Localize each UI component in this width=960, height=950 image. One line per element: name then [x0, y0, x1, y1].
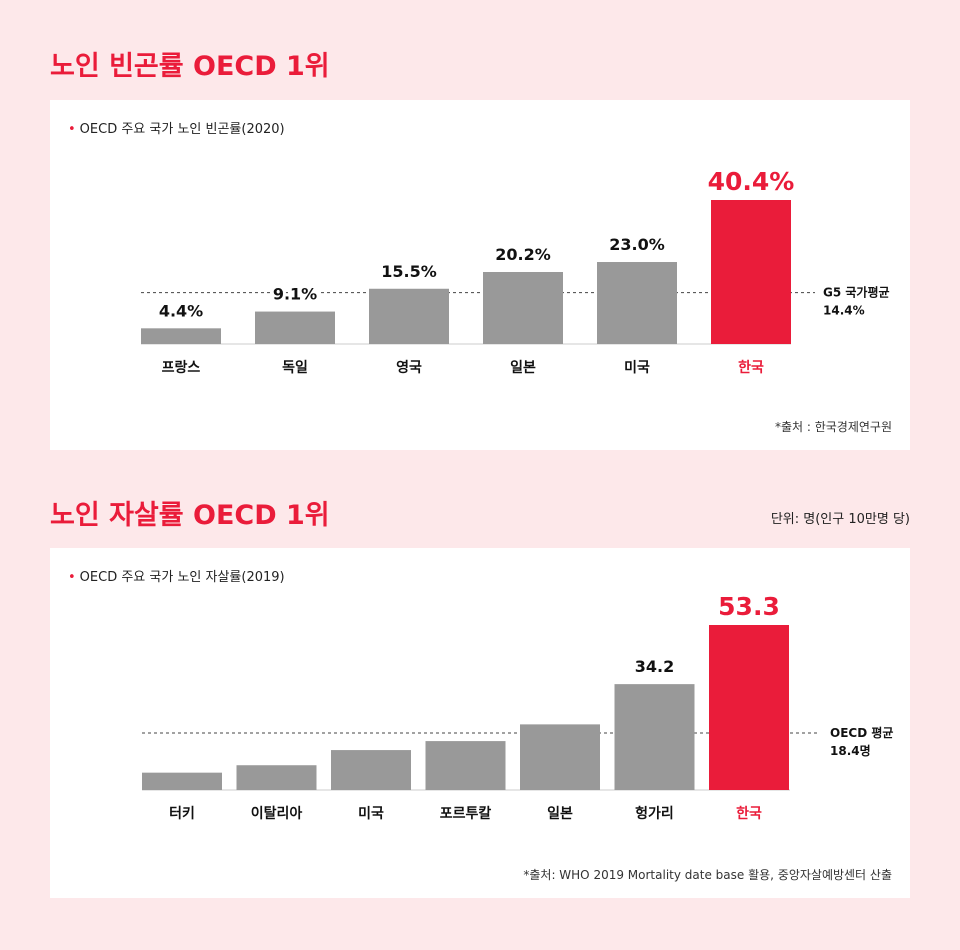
reference-value-label: 18.4명: [830, 744, 871, 758]
category-label: 터키: [169, 806, 195, 822]
suicide-bar-chart: 터키 이탈리아 미국 포르투칼 일본 34.2 헝가리 53.3 한국 OECD 평균 18.4명: [142, 592, 893, 822]
bar: [236, 765, 317, 790]
reference-label: G5 국가평균: [823, 285, 890, 300]
bar-value-label: 15.5%: [381, 262, 437, 281]
category-label: 헝가리: [635, 805, 674, 822]
bar-value-label: 23.0%: [609, 235, 665, 254]
category-label: 한국: [738, 360, 764, 376]
category-label: 한국: [736, 806, 762, 822]
suicide-chart-subtitle: • OECD 주요 국가 노인 자살률(2019): [68, 566, 285, 585]
bar-value-label: 34.2: [635, 657, 674, 676]
suicide-section-title: 노인 자살률 OECD 1위: [50, 500, 330, 531]
category-label: 미국: [624, 360, 650, 376]
bar: [597, 262, 677, 344]
bar: [483, 272, 563, 344]
bar: [709, 625, 789, 790]
bar-value-label: 9.1%: [273, 285, 317, 304]
category-label: 일본: [547, 806, 573, 822]
bar: [141, 328, 221, 344]
category-label: 이탈리아: [251, 805, 303, 822]
bar: [369, 288, 449, 344]
suicide-chart-card: • OECD 주요 국가 노인 자살률(2019) 터키 이탈리아 미국 포르투칼 일본 3…: [50, 548, 910, 898]
bar-value-label: 53.3: [718, 592, 780, 621]
poverty-section-title: 노인 빈곤률 OECD 1위: [50, 51, 330, 82]
category-label: 일본: [510, 360, 536, 376]
bar: [614, 684, 695, 790]
bar: [255, 311, 335, 344]
category-label: 포르투칼: [440, 806, 492, 822]
suicide-unit-note: 단위: 명(인구 10만명 당): [770, 512, 910, 527]
bar-value-label: 40.4%: [708, 167, 795, 196]
category-label: 독일: [282, 360, 308, 376]
category-label: 프랑스: [162, 360, 201, 376]
category-label: 미국: [358, 806, 384, 822]
poverty-source-note: *출처 : 한국경제연구원: [774, 420, 892, 434]
bar-value-label: 20.2%: [495, 245, 551, 264]
poverty-chart-subtitle: • OECD 주요 국가 노인 빈곤률(2020): [68, 118, 285, 137]
bullet-dot-icon: •: [68, 122, 76, 137]
bar: [331, 750, 411, 790]
reference-label: OECD 평균: [830, 726, 893, 740]
poverty-bar-chart: 4.4% 프랑스 9.1% 독일 15.5% 영국 20.2% 일본 23.0% 미국 40.4% 한…: [141, 167, 890, 376]
bar: [142, 772, 222, 790]
poverty-chart-subtitle-text: OECD 주요 국가 노인 빈곤률(2020): [79, 122, 285, 137]
suicide-chart-subtitle-text: OECD 주요 국가 노인 자살률(2019): [79, 570, 285, 585]
bar: [520, 724, 600, 790]
bar: [711, 200, 791, 344]
suicide-source-note: *출처: WHO 2019 Mortality date base 활용, 중앙…: [523, 868, 892, 882]
bullet-dot-icon: •: [68, 570, 76, 585]
reference-value-label: 14.4%: [823, 304, 865, 318]
bar-value-label: 4.4%: [159, 301, 203, 320]
category-label: 영국: [396, 359, 422, 376]
bar: [425, 741, 506, 790]
poverty-chart-card: • OECD 주요 국가 노인 빈곤률(2020) 4.4% 프랑스 9.1% 독일 15…: [50, 100, 910, 450]
